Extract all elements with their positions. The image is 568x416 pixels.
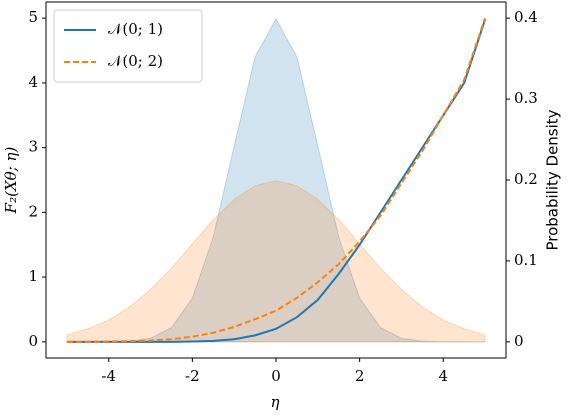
y-tick-label: 4 <box>28 73 38 91</box>
y-axis-label: F₂(Xθ; η) <box>2 147 20 215</box>
y2-tick-label: 0.2 <box>514 170 538 188</box>
density-area <box>66 180 486 343</box>
y2-tick-label: 0 <box>514 332 524 350</box>
y2-tick-label: 0.1 <box>514 251 538 269</box>
y2-tick-label: 0.3 <box>514 89 538 107</box>
x-tick-label: 2 <box>355 367 365 385</box>
x-axis-label: η <box>271 393 280 411</box>
x-tick-label: -2 <box>185 367 200 385</box>
line <box>66 19 487 343</box>
y-tick-label: 1 <box>28 267 38 285</box>
y2-axis-label: Probability Density <box>544 109 562 250</box>
y-tick-label: 3 <box>28 138 38 156</box>
x-tick-label: 4 <box>438 367 448 385</box>
y2-tick-label: 0.4 <box>514 8 538 26</box>
density-area <box>66 17 486 343</box>
legend-box <box>53 9 203 83</box>
legend-label: 𝒩(0; 2) <box>108 52 163 70</box>
x-tick-label: 0 <box>271 367 281 385</box>
y-tick-label: 0 <box>28 332 38 350</box>
y-tick-label: 5 <box>28 8 38 26</box>
y-tick-label: 2 <box>28 202 38 220</box>
legend-label: 𝒩(0; 1) <box>108 20 163 38</box>
legend: 𝒩(0; 1) 𝒩(0; 2) <box>53 9 203 83</box>
x-tick-label: -4 <box>101 367 116 385</box>
